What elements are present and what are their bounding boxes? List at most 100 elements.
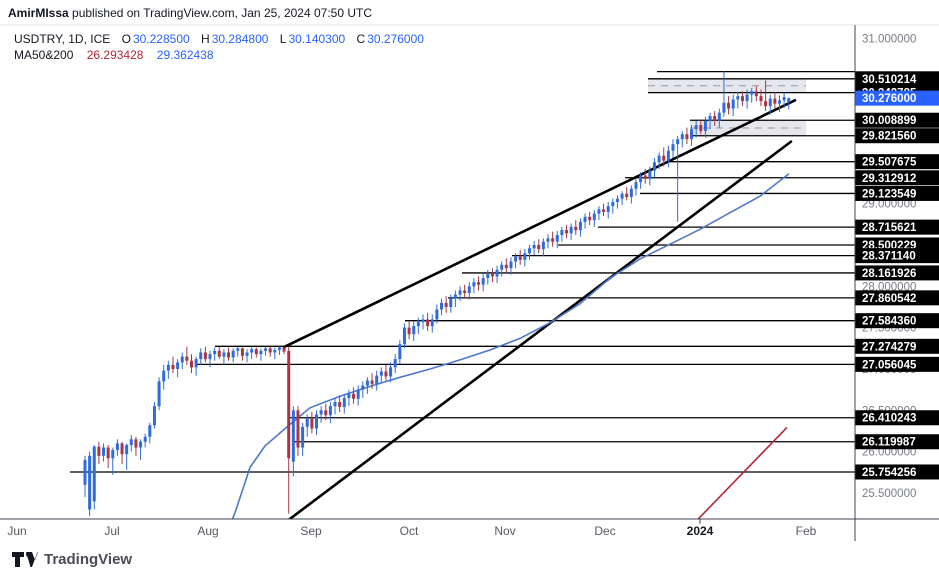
candle-body (662, 155, 666, 161)
candle-body (527, 248, 531, 254)
candle-body (606, 206, 610, 212)
time-axis-label-dec[interactable]: Dec (594, 524, 615, 538)
candle-body (532, 244, 536, 249)
candle-body (592, 213, 596, 221)
candle-body (176, 362, 180, 369)
price-level-badge-bg (855, 356, 939, 372)
candle-body (671, 144, 675, 151)
time-axis-label-2024[interactable]: 2024 (687, 524, 714, 538)
close-value: 30.276000 (367, 32, 424, 46)
candle-body (111, 450, 115, 459)
candle-body (115, 443, 119, 451)
candle-body (287, 350, 291, 459)
price-level-badge: 28.371140 (862, 251, 916, 263)
price-level-badge: 27.056045 (862, 359, 917, 371)
time-axis-label-sep[interactable]: Sep (300, 524, 322, 538)
candle-body (472, 282, 476, 287)
candle-body (361, 385, 365, 390)
candle-body (222, 352, 226, 357)
candle-body (602, 209, 606, 212)
price-level-badge-bg (855, 170, 939, 186)
candle-body (676, 139, 680, 145)
symbol-title[interactable]: USDTRY, 1D, ICE (14, 32, 111, 46)
price-tick-label[interactable]: 31.000000 (862, 33, 916, 45)
price-level-badge: 27.584360 (862, 316, 916, 328)
price-level-badge: 29.821560 (862, 131, 916, 143)
candle-body (578, 221, 582, 231)
price-tick-label[interactable]: 29.000000 (862, 199, 916, 211)
candle-body (615, 198, 619, 202)
time-axis-label-aug[interactable]: Aug (197, 524, 218, 538)
time-axis-label-nov[interactable]: Nov (494, 524, 515, 538)
price-tick-label[interactable]: 26.000000 (862, 447, 916, 459)
candle-body (773, 98, 777, 104)
candle-body (690, 129, 694, 140)
ma-legend-row[interactable]: MA50&200 26.293428 29.362438 (14, 47, 426, 63)
candle-body (291, 410, 295, 462)
time-axis-label-jun[interactable]: Jun (7, 524, 26, 538)
candle-body (699, 125, 703, 131)
candle-body (569, 226, 573, 234)
price-tick-label[interactable]: 28.000000 (862, 281, 916, 293)
time-axis-label-feb[interactable]: Feb (796, 524, 817, 538)
candle-body (83, 459, 87, 485)
candle-body (264, 348, 268, 351)
candle-body (365, 380, 369, 386)
candle-body (477, 282, 481, 285)
candle-body (620, 193, 624, 199)
candle-body (231, 350, 235, 358)
plot-area[interactable] (70, 70, 855, 530)
candle-body (352, 393, 356, 399)
tradingview-logo[interactable]: TradingView (12, 551, 132, 568)
candle-body (88, 455, 92, 510)
candle-body (778, 100, 781, 104)
candle-body (625, 193, 629, 198)
candle-body (356, 389, 360, 399)
candle-body (375, 375, 379, 384)
candle-body (227, 352, 231, 358)
candle-body (560, 230, 564, 236)
candle-body (148, 425, 152, 437)
candle-body (685, 134, 689, 140)
price-level-badge-bg (855, 338, 939, 354)
candle-body (537, 244, 541, 250)
candle-body (250, 349, 254, 353)
candle-body (384, 371, 388, 377)
time-axis-label-oct[interactable]: Oct (400, 524, 419, 538)
price-level-badge: 27.860542 (862, 293, 916, 305)
ma-indicator-label[interactable]: MA50&200 (14, 48, 74, 62)
candle-body (157, 381, 161, 407)
candle-body (324, 410, 328, 416)
candle-body (467, 286, 471, 293)
candle-body (565, 230, 569, 234)
candle-body (657, 155, 661, 163)
candle-body (782, 96, 786, 101)
candle-body (736, 96, 740, 100)
ma-red-value: 26.293428 (86, 48, 144, 62)
candle-body (486, 273, 490, 279)
candle-body (268, 348, 272, 353)
candle-body (398, 344, 402, 360)
candle-body (440, 302, 444, 310)
candle-body (421, 319, 425, 322)
candle-body (139, 441, 143, 448)
candle-body (180, 356, 184, 363)
candle-body (518, 256, 522, 260)
price-level-badge: 29.507675 (862, 157, 917, 169)
upper-channel-trendline[interactable] (282, 99, 797, 349)
candle-body (430, 319, 434, 327)
candle-body (416, 321, 420, 327)
time-axis-label-jul[interactable]: Jul (104, 524, 119, 538)
candle-body (750, 91, 754, 95)
candle-body (666, 150, 670, 161)
open-value: 30.228500 (132, 32, 190, 46)
lower-channel-trendline[interactable] (287, 140, 793, 521)
candle-body (490, 273, 494, 277)
candle-body (764, 101, 768, 107)
price-tick-label[interactable]: 25.500000 (862, 488, 916, 500)
candle-body (634, 182, 638, 189)
price-level-badge: 28.161926 (862, 268, 916, 280)
